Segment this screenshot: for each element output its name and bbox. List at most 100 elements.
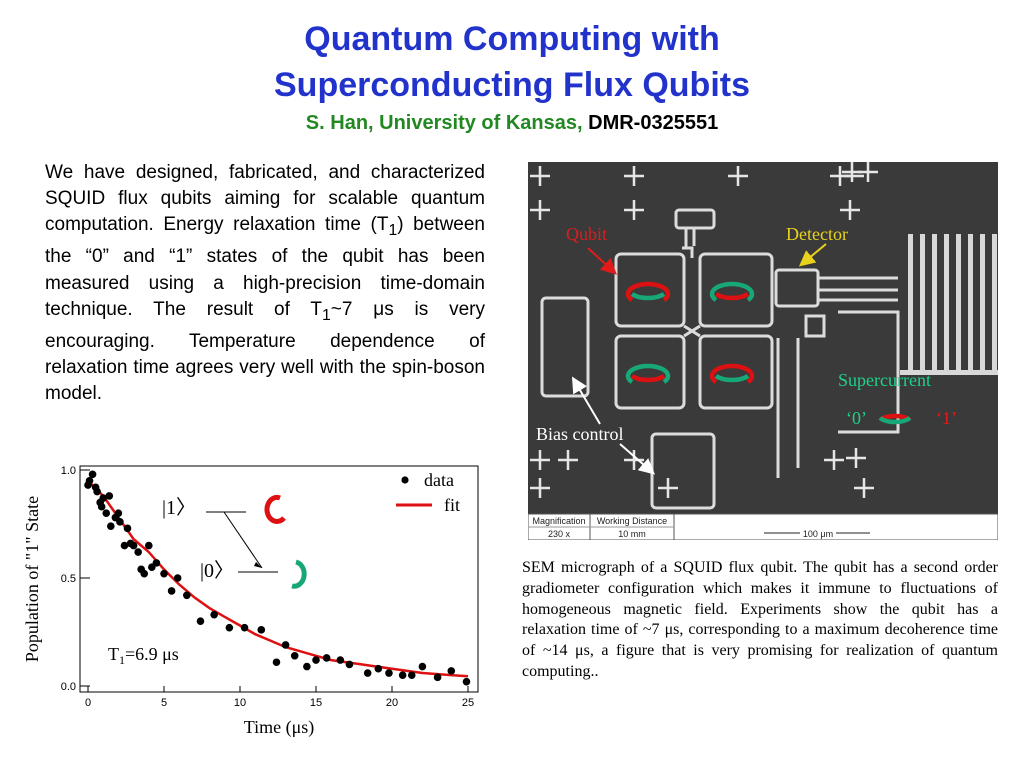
data-point [107, 522, 115, 530]
summary-text-1: We have designed, fabricated, and charac… [45, 162, 485, 236]
data-point [257, 626, 266, 634]
working-distance-value: 10 mm [618, 529, 646, 539]
data-point [398, 671, 407, 679]
x-axis-label: Time (μs) [244, 717, 315, 738]
data-point [160, 569, 168, 578]
detector-loop [774, 268, 820, 308]
bias-loop-left [540, 296, 590, 398]
ket-1-label: |1〉 [162, 497, 196, 519]
data-point [407, 671, 416, 679]
data-point [336, 656, 345, 664]
data-point [322, 654, 331, 662]
data-point [167, 587, 176, 595]
legend-data-marker [401, 476, 409, 484]
data-point [447, 667, 456, 675]
data-point [102, 509, 111, 517]
decay-chart: 0 5 10 15 20 25 0.0 0.5 1.0 Population of "1" St… [0, 450, 500, 760]
data-point [290, 651, 299, 660]
legend-fit-label: fit [444, 495, 460, 515]
qubit-loop-bl [614, 334, 686, 410]
figure-caption: SEM micrograph of a SQUID flux qubit. Th… [522, 559, 998, 680]
title-line-1: Quantum Computing with [304, 20, 720, 58]
data-point [433, 673, 442, 682]
sem-micrograph: Qubit Detector Supercurrent ‘0’ ‘1’ Bias… [528, 162, 998, 540]
micrograph-background [528, 162, 998, 514]
x-tick-label: 5 [161, 697, 167, 709]
data-point [114, 509, 123, 517]
x-tick-label: 0 [85, 697, 91, 709]
data-point [93, 487, 101, 496]
data-point [303, 662, 311, 671]
plot-frame [79, 465, 479, 693]
data-point [123, 524, 132, 533]
data-point [418, 662, 427, 671]
detector-comb [900, 234, 998, 375]
x-tick-label: 15 [310, 697, 322, 709]
data-point [240, 623, 249, 632]
legend: data fit [396, 470, 460, 515]
fit-curve [87, 479, 469, 678]
data-point [462, 677, 471, 686]
state-0-label: ‘0’ [846, 408, 867, 428]
data-point [272, 658, 281, 667]
data-point [134, 548, 142, 556]
data-point [210, 610, 218, 619]
detector-pointer-arrow [798, 243, 827, 267]
y-tick-label: 0.0 [61, 681, 76, 693]
current-0-arrow-icon [291, 559, 307, 589]
data-point [363, 669, 372, 677]
y-axis-label: Population of "1" State [22, 496, 42, 662]
grant-number: DMR-0325551 [588, 112, 719, 134]
summary-text-2: ) between the “0” and “1” states of the … [45, 214, 485, 320]
bias-pointer-arrow-2 [619, 443, 656, 475]
author: S. Han, University of Kansas, [305, 112, 583, 134]
magnification-value: 230 x [548, 529, 571, 539]
data-point [374, 664, 383, 673]
byline: S. Han, University of Kansas, DMR-032555… [0, 112, 1024, 135]
scale-bar: Magnification 230 x Working Distance 10 … [528, 513, 998, 540]
data-point [281, 641, 290, 649]
data-point [85, 477, 94, 485]
scale-length: 100 μm [803, 529, 833, 539]
x-tick-label: 25 [462, 697, 474, 709]
data-point [152, 559, 161, 567]
data-point [99, 494, 107, 502]
y-tick-label: 0.5 [61, 573, 76, 585]
data-point [183, 591, 191, 600]
data-point [97, 502, 106, 511]
ket-0-label: |0〉 [200, 560, 234, 582]
t1-annotation: T1=6.9 μs [108, 644, 179, 667]
data-point [345, 660, 354, 669]
summary-paragraph: We have designed, fabricated, and charac… [45, 160, 485, 407]
qubit-pointer-arrow [587, 247, 617, 275]
t1-subscript: 1 [388, 222, 398, 240]
current-1-arrow-icon [264, 494, 286, 524]
supercurrent-label: Supercurrent [838, 370, 931, 390]
qubit-loop-tl [614, 252, 686, 328]
x-tick-label: 10 [234, 697, 246, 709]
data-point [105, 492, 114, 500]
data-point [120, 541, 129, 550]
data-point [196, 617, 205, 625]
summary-text-3: ~7 μs is very encouraging. Temperature d… [45, 298, 485, 405]
data-point [145, 541, 153, 550]
data-point [129, 541, 138, 550]
working-distance-label: Working Distance [597, 516, 667, 526]
state-1-label: ‘1’ [936, 408, 957, 428]
data-point [312, 656, 320, 664]
data-point [116, 518, 124, 526]
detector-label: Detector [786, 224, 848, 244]
qubit-loop-br [698, 334, 774, 410]
data-point [173, 574, 182, 582]
data-point [385, 669, 393, 677]
alignment-marks [530, 162, 878, 498]
x-tick-label: 20 [386, 697, 398, 709]
bias-pointer-arrow-1 [571, 376, 601, 425]
qubit-label: Qubit [566, 224, 607, 244]
data-point [225, 623, 234, 632]
bias-control-label: Bias control [536, 424, 624, 444]
legend-data-label: data [424, 470, 454, 490]
data-point [88, 470, 97, 479]
y-tick-label: 1.0 [61, 465, 76, 477]
t1-subscript: 1 [321, 306, 331, 324]
